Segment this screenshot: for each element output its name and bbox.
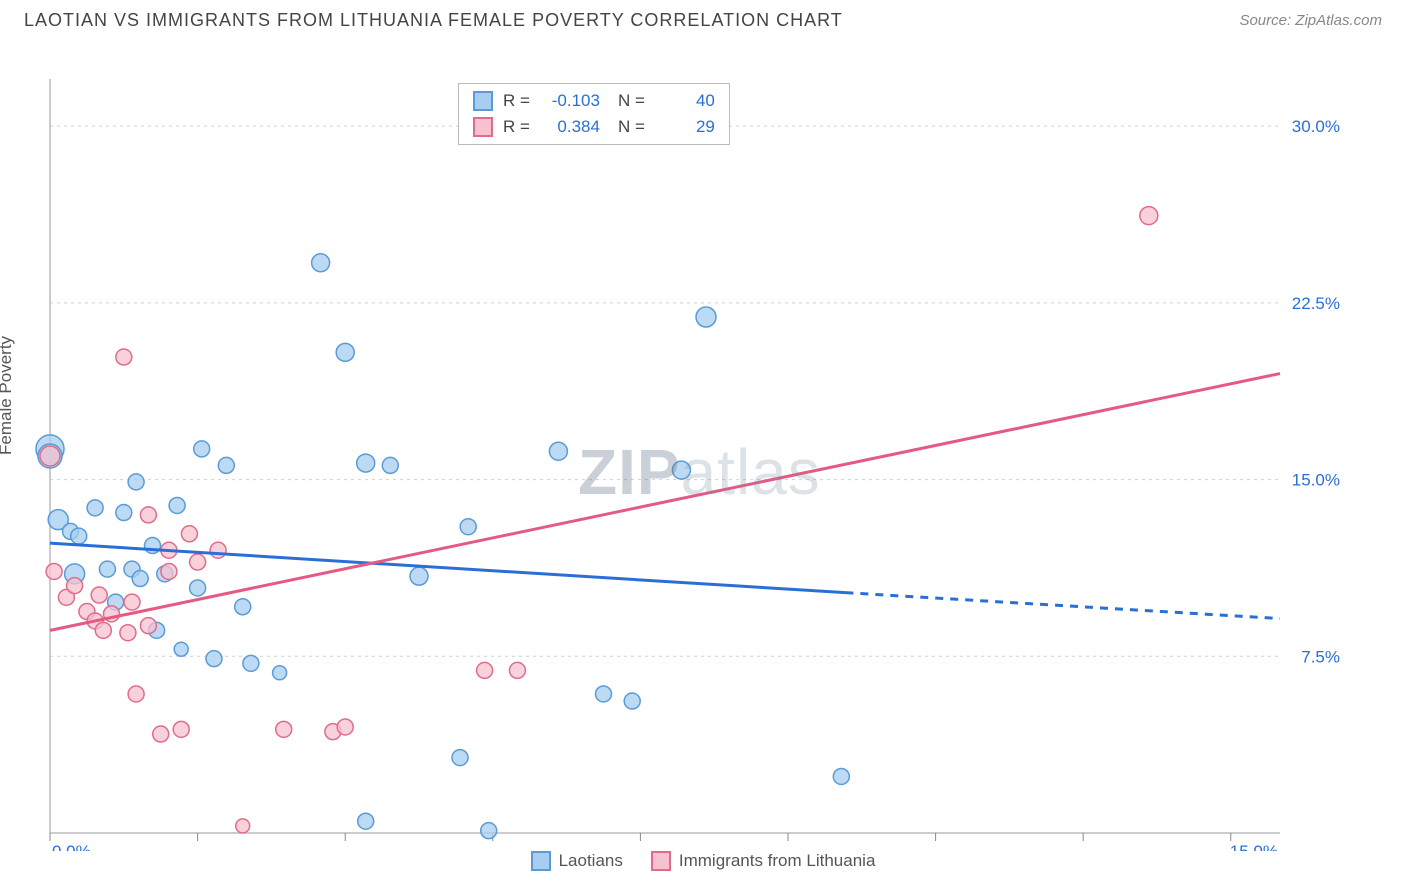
svg-text:30.0%: 30.0%	[1292, 117, 1340, 136]
chart-container: Female Poverty 7.5% 15.0% 22.5% 30.0% 0.0% 15…	[0, 35, 1406, 875]
legend-item: Laotians	[531, 851, 623, 871]
legend-label: Immigrants from Lithuania	[679, 851, 876, 871]
r-value: -0.103	[540, 91, 600, 111]
legend-label: Laotians	[559, 851, 623, 871]
chart-header: LAOTIAN VS IMMIGRANTS FROM LITHUANIA FEM…	[0, 0, 1406, 35]
n-label: N =	[618, 117, 645, 137]
legend-swatch	[473, 91, 493, 111]
legend-swatch	[531, 851, 551, 871]
r-label: R =	[503, 117, 530, 137]
r-label: R =	[503, 91, 530, 111]
legend-swatch	[473, 117, 493, 137]
n-value: 29	[655, 117, 715, 137]
svg-text:22.5%: 22.5%	[1292, 294, 1340, 313]
svg-text:0.0%: 0.0%	[52, 842, 91, 851]
y-axis-label: Female Poverty	[0, 336, 16, 455]
svg-text:15.0%: 15.0%	[1292, 471, 1340, 490]
chart-title: LAOTIAN VS IMMIGRANTS FROM LITHUANIA FEM…	[24, 10, 843, 31]
r-value: 0.384	[540, 117, 600, 137]
svg-text:15.0%: 15.0%	[1230, 842, 1278, 851]
scatter-plot: 7.5% 15.0% 22.5% 30.0% 0.0% 15.0%	[0, 35, 1406, 851]
n-label: N =	[618, 91, 645, 111]
chart-source: Source: ZipAtlas.com	[1239, 12, 1382, 29]
legend-row: R = 0.384 N = 29	[473, 114, 715, 140]
correlation-legend: R = -0.103 N = 40 R = 0.384 N = 29	[458, 83, 730, 145]
n-value: 40	[655, 91, 715, 111]
legend-item: Immigrants from Lithuania	[651, 851, 876, 871]
series-legend: Laotians Immigrants from Lithuania	[0, 851, 1406, 871]
legend-swatch	[651, 851, 671, 871]
svg-text:7.5%: 7.5%	[1301, 647, 1340, 666]
legend-row: R = -0.103 N = 40	[473, 88, 715, 114]
